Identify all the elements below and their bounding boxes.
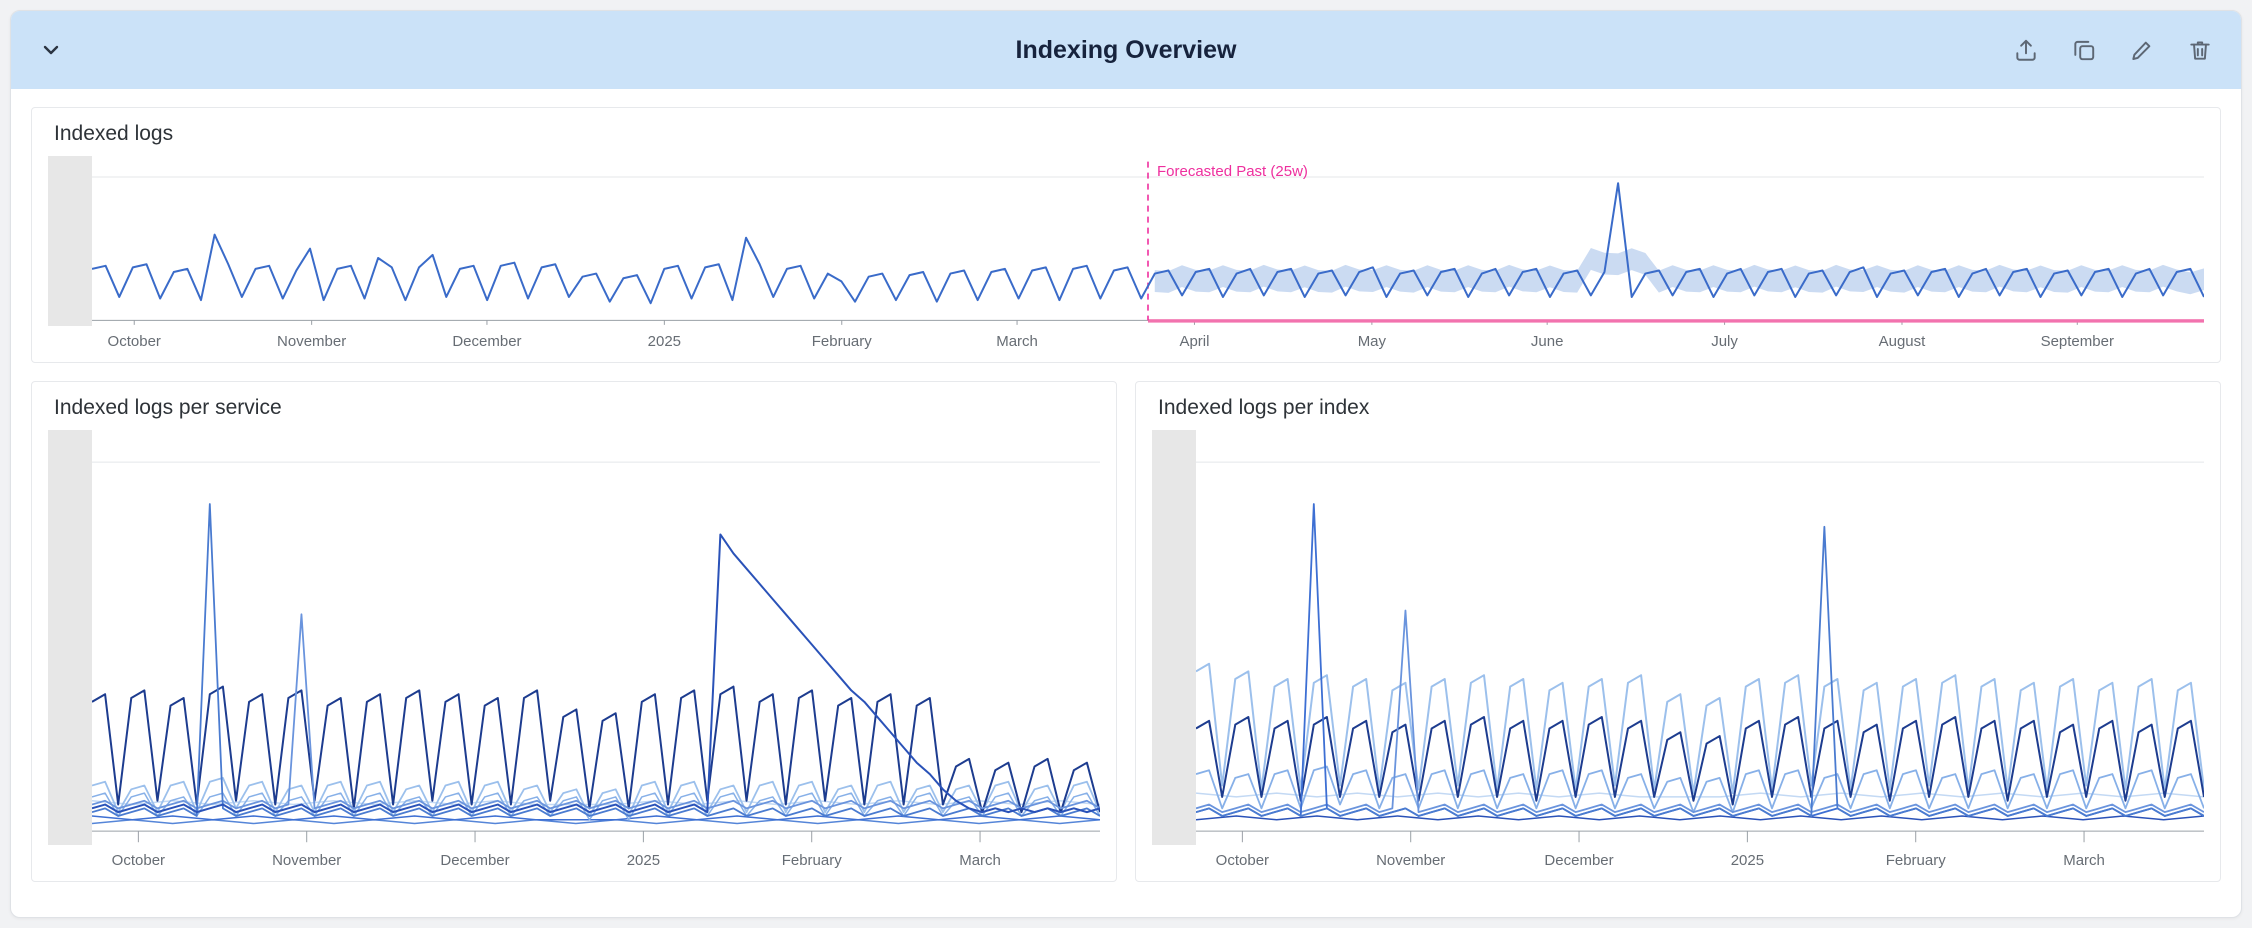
y-axis-hidden <box>48 430 92 845</box>
dashboard-group: Indexing Overview <box>10 10 2242 918</box>
chevron-down-icon <box>39 38 63 62</box>
group-header: Indexing Overview <box>11 11 2241 89</box>
export-icon <box>2013 37 2039 63</box>
x-axis-labels: October November December 2025 February March <box>1196 845 2204 875</box>
panels-row: Indexed logs per service October November… <box>31 381 2221 882</box>
x-tick-label: December <box>452 333 522 350</box>
x-tick-label: 2025 <box>1730 852 1765 869</box>
y-axis-hidden <box>48 156 92 326</box>
panel-title: Indexed logs per service <box>54 396 282 419</box>
x-tick-label: March <box>996 333 1038 350</box>
x-tick-label: December <box>440 852 510 869</box>
panel-title: Indexed logs per index <box>1158 396 1370 419</box>
group-content: Indexed logs Forecasted Past (25w) Octob… <box>11 89 2241 917</box>
pencil-icon <box>2129 37 2155 63</box>
x-tick-label: February <box>811 333 872 350</box>
x-axis-labels: October November December 2025 February March <box>92 845 1100 875</box>
x-tick-label: 2025 <box>647 333 682 350</box>
delete-group-button[interactable] <box>2187 37 2213 63</box>
x-tick-label: November <box>272 852 342 869</box>
x-tick-label: March <box>959 852 1001 869</box>
x-tick-label: May <box>1357 333 1387 350</box>
x-tick-label: December <box>1544 852 1614 869</box>
panel-indexed-logs-per-index: Indexed logs per index October November De… <box>1135 381 2221 882</box>
x-tick-label: October <box>1215 852 1270 869</box>
timeseries-plot <box>92 430 1100 845</box>
indexed-logs-chart[interactable]: Forecasted Past (25w) October November Dec… <box>48 156 2204 356</box>
timeseries-plot <box>1196 430 2204 845</box>
x-tick-label: November <box>277 333 347 350</box>
x-tick-label: 2025 <box>626 852 661 869</box>
trash-icon <box>2187 37 2213 63</box>
group-title: Indexing Overview <box>1015 35 1237 64</box>
panel-title: Indexed logs <box>54 122 174 145</box>
x-tick-label: February <box>781 852 842 869</box>
per-index-chart[interactable]: October November December 2025 February March <box>1152 430 2204 875</box>
x-tick-label: October <box>107 333 161 350</box>
x-tick-label: July <box>1711 333 1738 350</box>
x-tick-label: October <box>111 852 166 869</box>
export-group-button[interactable] <box>2013 37 2039 63</box>
x-tick-label: August <box>1878 333 1926 350</box>
collapse-group-button[interactable] <box>39 38 63 62</box>
x-tick-label: November <box>1376 852 1446 869</box>
edit-group-button[interactable] <box>2129 37 2155 63</box>
timeseries-plot <box>92 156 2204 326</box>
x-tick-label: June <box>1530 333 1564 350</box>
x-tick-label: September <box>2040 333 2114 350</box>
per-service-chart[interactable]: October November December 2025 February March <box>48 430 1100 875</box>
x-axis-labels: October November December 2025 February March… <box>92 326 2204 356</box>
copy-group-button[interactable] <box>2071 37 2097 63</box>
panel-indexed-logs: Indexed logs Forecasted Past (25w) Octob… <box>31 107 2221 363</box>
copy-icon <box>2071 37 2097 63</box>
panel-indexed-logs-per-service: Indexed logs per service October November… <box>31 381 1117 882</box>
y-axis-hidden <box>1152 430 1196 845</box>
x-tick-label: February <box>1885 852 1946 869</box>
x-tick-label: April <box>1179 333 1210 350</box>
x-tick-label: March <box>2063 852 2105 869</box>
group-actions <box>2013 37 2213 63</box>
